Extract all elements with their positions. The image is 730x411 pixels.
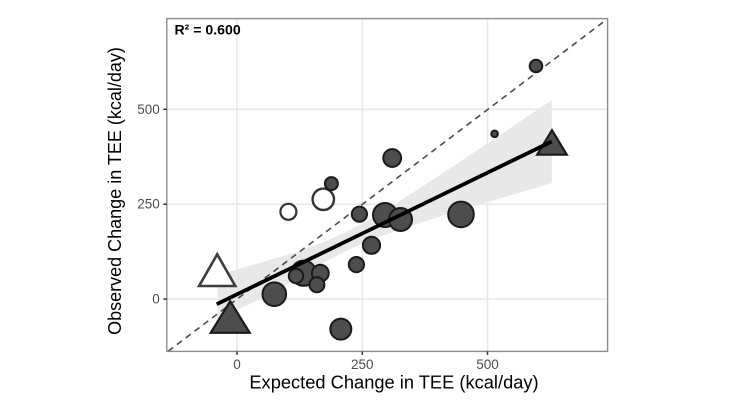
svg-text:500: 500 [137,102,160,117]
svg-text:250: 250 [137,197,160,212]
svg-text:Observed Change in TEE (kcal/d: Observed Change in TEE (kcal/day) [105,47,125,335]
svg-text:500: 500 [476,357,499,372]
svg-text:0: 0 [152,292,160,307]
svg-text:Expected Change in TEE (kcal/d: Expected Change in TEE (kcal/day) [249,371,538,392]
svg-text:R² = 0.600: R² = 0.600 [175,21,241,37]
svg-text:250: 250 [351,357,374,372]
svg-text:0: 0 [233,357,241,372]
